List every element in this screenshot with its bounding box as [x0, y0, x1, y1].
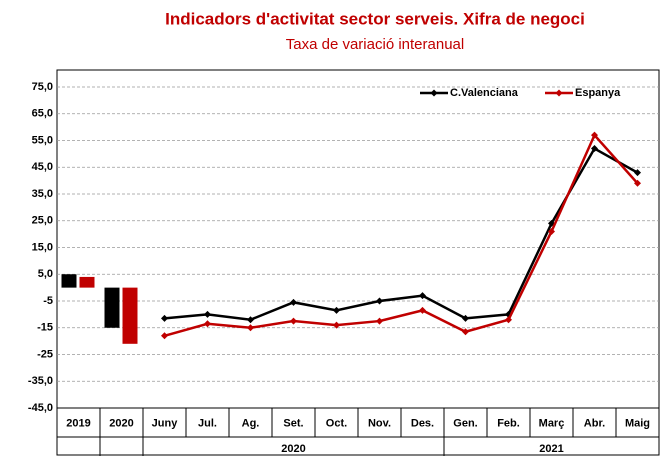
x-tick-label: 2019 — [66, 417, 90, 429]
marker — [161, 314, 168, 322]
marker — [591, 145, 598, 153]
y-tick-label: -5 — [43, 295, 53, 307]
y-tick-label: 35,0 — [32, 188, 53, 200]
bar — [122, 287, 138, 344]
marker — [333, 306, 340, 314]
x-tick-label: 2020 — [109, 417, 133, 429]
chart-title: Indicadors d'activitat sector serveis. X… — [165, 9, 585, 28]
bar — [104, 287, 120, 328]
marker — [505, 316, 512, 324]
legend-marker — [555, 89, 563, 97]
x-tick-label: Ag. — [242, 417, 260, 429]
x-tick-label: Maig — [625, 417, 650, 429]
legend-label: Espanya — [575, 87, 621, 99]
series-line — [164, 132, 639, 337]
y-tick-label: 25,0 — [32, 215, 53, 227]
y-tick-label: 65,0 — [32, 108, 53, 120]
x-tick-label: Oct. — [326, 417, 347, 429]
x-tick-label: Juny — [152, 417, 179, 429]
y-tick-label: 5,0 — [38, 268, 53, 280]
x-tick-label: Set. — [283, 417, 303, 429]
marker — [634, 169, 641, 177]
x-tick-label: Abr. — [584, 417, 605, 429]
marker — [204, 310, 211, 318]
x-tick-label: Feb. — [497, 417, 520, 429]
y-tick-label: 75,0 — [32, 81, 53, 93]
y-tick-label: 55,0 — [32, 134, 53, 146]
plot-frame — [56, 69, 660, 456]
x-tick-label: Jul. — [198, 417, 217, 429]
y-tick-label: -45,0 — [28, 402, 53, 414]
marker — [376, 297, 383, 305]
x-tick-label: Gen. — [453, 417, 477, 429]
marker — [290, 298, 297, 306]
x-tick-label: Març — [539, 417, 565, 429]
legend-marker — [430, 89, 438, 97]
marker — [591, 131, 598, 139]
marker — [333, 321, 340, 329]
y-tick-label: -25 — [37, 348, 53, 360]
group-label: 2020 — [281, 443, 305, 455]
y-tick-label: -35,0 — [28, 375, 53, 387]
marker — [161, 332, 168, 340]
marker — [548, 227, 555, 235]
marker — [462, 314, 469, 322]
y-tick-label: 15,0 — [32, 241, 53, 253]
x-tick-label: Des. — [411, 417, 434, 429]
marker — [290, 317, 297, 325]
chart-subtitle: Taxa de variació interanual — [286, 36, 464, 53]
marker — [462, 328, 469, 336]
marker — [419, 306, 426, 314]
marker — [247, 324, 254, 332]
y-tick-label: -15 — [37, 322, 53, 334]
group-label: 2021 — [539, 443, 563, 455]
marker — [419, 292, 426, 300]
x-tick-label: Nov. — [368, 417, 391, 429]
bar — [79, 276, 95, 288]
y-tick-label: 45,0 — [32, 161, 53, 173]
legend-label: C.Valenciana — [450, 87, 519, 99]
marker — [376, 317, 383, 325]
marker — [204, 320, 211, 328]
bar — [61, 274, 77, 288]
series-line — [164, 146, 639, 322]
marker — [634, 179, 641, 187]
marker — [247, 316, 254, 324]
